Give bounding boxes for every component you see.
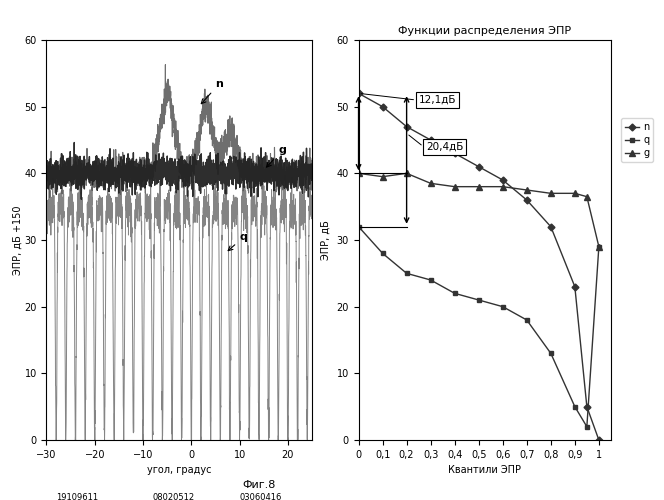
g [523, 187, 531, 193]
Line: n: n [356, 91, 602, 443]
g [595, 244, 603, 250]
q [475, 297, 483, 303]
n [499, 177, 507, 183]
g [571, 190, 579, 196]
n [583, 404, 591, 409]
Text: 08020512: 08020512 [153, 493, 195, 500]
Text: 19109611: 19109611 [56, 493, 98, 500]
X-axis label: Квантили ЭПР: Квантили ЭПР [448, 466, 521, 475]
q [451, 290, 459, 296]
n [475, 164, 483, 170]
X-axis label: угол, градус: угол, градус [147, 466, 212, 475]
n [378, 104, 386, 110]
Y-axis label: ЭПР, дБ: ЭПР, дБ [321, 220, 331, 260]
q [355, 224, 363, 230]
q [402, 270, 410, 276]
Line: q: q [356, 224, 602, 429]
g [583, 194, 591, 200]
g [355, 170, 363, 176]
q [571, 404, 579, 409]
g [427, 180, 435, 186]
q [547, 350, 555, 356]
Legend: n, q, g: n, q, g [621, 118, 653, 162]
Y-axis label: ЭПР, дБ +150: ЭПР, дБ +150 [13, 205, 23, 275]
Line: g: g [356, 170, 602, 250]
n [595, 437, 603, 443]
Text: Фиг.8: Фиг.8 [242, 480, 276, 490]
Title: Функции распределения ЭПР: Функции распределения ЭПР [398, 26, 571, 36]
q [595, 244, 603, 250]
Text: 03060416: 03060416 [240, 493, 282, 500]
n [427, 137, 435, 143]
n [547, 224, 555, 230]
g [499, 184, 507, 190]
n [523, 197, 531, 203]
n [571, 284, 579, 290]
q [583, 424, 591, 430]
g [402, 170, 410, 176]
g [547, 190, 555, 196]
Text: 12,1дБ: 12,1дБ [418, 95, 456, 105]
Text: n: n [201, 78, 223, 104]
q [523, 317, 531, 323]
Text: 20,4дБ: 20,4дБ [426, 142, 463, 152]
g [475, 184, 483, 190]
n [355, 90, 363, 96]
n [402, 124, 410, 130]
q [427, 277, 435, 283]
g [451, 184, 459, 190]
q [499, 304, 507, 310]
Text: g: g [266, 146, 286, 167]
q [378, 250, 386, 256]
n [451, 150, 459, 156]
g [378, 174, 386, 180]
Text: q: q [228, 232, 248, 250]
